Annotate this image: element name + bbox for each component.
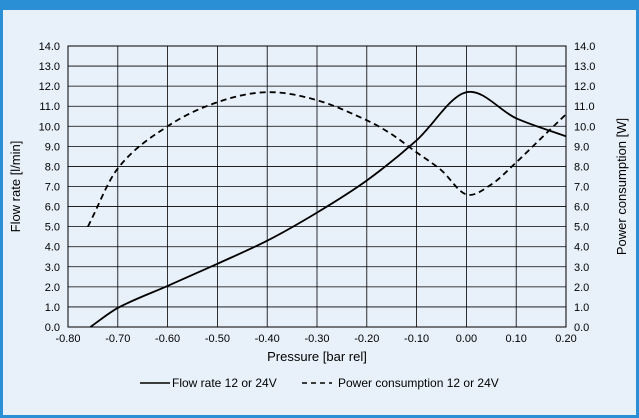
grid bbox=[67, 45, 567, 328]
y-right-tick-label: 9.0 bbox=[574, 141, 589, 153]
x-tick-label: 0.20 bbox=[555, 333, 576, 345]
x-tick-label: -0.10 bbox=[404, 333, 429, 345]
y-left-tick-label: 13.0 bbox=[39, 61, 60, 73]
series-power-consumption-line bbox=[87, 91, 567, 228]
y-left-tick-label: 9.0 bbox=[45, 141, 60, 153]
y-left-tick-label: 6.0 bbox=[45, 202, 60, 214]
series-flow-rate-line bbox=[89, 91, 567, 328]
legend-label-flow-rate: Flow rate 12 or 24V bbox=[172, 376, 277, 390]
y-left-tick-label: 3.0 bbox=[45, 262, 60, 274]
x-tick-label: 0.10 bbox=[505, 333, 526, 345]
x-tick-label: -0.80 bbox=[55, 333, 80, 345]
y-left-tick-label: 4.0 bbox=[45, 242, 60, 254]
y-left-tick-label: 8.0 bbox=[45, 161, 60, 173]
x-tick-label: -0.40 bbox=[255, 333, 280, 345]
y-axis-right-label: Power consumption [W] bbox=[614, 118, 629, 255]
y-left-tick-label: 5.0 bbox=[45, 222, 60, 234]
y-right-tick-label: 4.0 bbox=[574, 242, 589, 254]
y-right-tick-label: 10.0 bbox=[574, 121, 595, 133]
y-left-tick-label: 0.0 bbox=[45, 322, 60, 334]
legend-label-power-consumption: Power consumption 12 or 24V bbox=[338, 376, 499, 390]
y-right-tick-label: 3.0 bbox=[574, 262, 589, 274]
x-tick-label: 0.00 bbox=[456, 333, 477, 345]
y-left-tick-label: 1.0 bbox=[45, 302, 60, 314]
y-right-tick-label: 11.0 bbox=[574, 101, 595, 113]
y-left-tick-label: 2.0 bbox=[45, 282, 60, 294]
y-right-tick-label: 13.0 bbox=[574, 61, 595, 73]
x-axis-label: Pressure [bar rel] bbox=[267, 349, 367, 364]
y-right-tick-label: 12.0 bbox=[574, 81, 595, 93]
y-right-tick-label: 7.0 bbox=[574, 182, 589, 194]
y-left-tick-label: 12.0 bbox=[39, 81, 60, 93]
tick-labels: 0.0 1.0 2.0 3.0 4.0 5.0 6.0 7.0 8.0 9.0 10.0 11.0 12… bbox=[39, 41, 596, 345]
y-right-tick-label: 14.0 bbox=[574, 41, 595, 53]
y-right-tick-label: 1.0 bbox=[574, 302, 589, 314]
y-right-tick-label: 2.0 bbox=[574, 282, 589, 294]
x-tick-label: -0.70 bbox=[105, 333, 130, 345]
y-right-tick-label: 5.0 bbox=[574, 222, 589, 234]
y-left-tick-label: 10.0 bbox=[39, 121, 60, 133]
plot-area bbox=[67, 45, 567, 328]
y-right-tick-label: 0.0 bbox=[574, 322, 589, 334]
x-tick-label: -0.60 bbox=[155, 333, 180, 345]
y-right-tick-label: 8.0 bbox=[574, 161, 589, 173]
x-tick-label: -0.50 bbox=[205, 333, 230, 345]
x-tick-label: -0.30 bbox=[304, 333, 329, 345]
y-axis-left-label: Flow rate [l/min] bbox=[8, 141, 23, 233]
x-tick-label: -0.20 bbox=[354, 333, 379, 345]
y-right-tick-label: 6.0 bbox=[574, 202, 589, 214]
y-left-tick-label: 11.0 bbox=[39, 101, 60, 113]
legend: Flow rate 12 or 24V Power consumption 12… bbox=[140, 376, 499, 390]
series-layer bbox=[87, 91, 567, 328]
y-left-tick-label: 7.0 bbox=[45, 182, 60, 194]
y-left-tick-label: 14.0 bbox=[39, 41, 60, 53]
